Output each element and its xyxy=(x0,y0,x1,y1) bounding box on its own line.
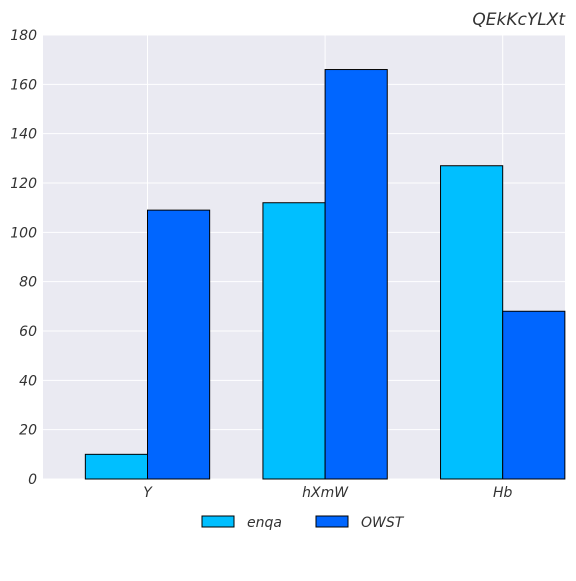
y-tick-label: 160 xyxy=(10,77,37,93)
legend-swatch-OWST xyxy=(315,515,349,528)
chart-title: QEkKcYLXt xyxy=(472,10,566,30)
y-tick-label: 180 xyxy=(10,28,37,44)
y-tick-label: 120 xyxy=(10,176,37,192)
x-tick-label: Hb xyxy=(493,485,513,501)
bars xyxy=(84,69,566,480)
y-axis-ticks: 0 20 40 60 80 100 120 140 160 180 xyxy=(10,28,37,488)
y-tick-label: 0 xyxy=(28,472,37,488)
x-tick-label: Y xyxy=(143,485,153,501)
legend: enqa OWST xyxy=(201,515,405,531)
y-tick-label: 40 xyxy=(19,373,37,389)
bar-OWST-Hb xyxy=(502,310,566,480)
bar-enqa-Y xyxy=(84,453,148,480)
legend-label-enqa: enqa xyxy=(247,515,282,531)
y-tick-label: 140 xyxy=(10,127,37,143)
y-tick-label: 100 xyxy=(10,225,37,241)
bar-enqa-Hb xyxy=(440,165,504,480)
bar-enqa-hXmW xyxy=(262,202,326,480)
bar-OWST-Y xyxy=(147,209,211,480)
y-tick-label: 60 xyxy=(19,324,37,340)
legend-swatch-enqa xyxy=(201,515,235,528)
x-tick-label: hXmW xyxy=(302,485,349,501)
legend-label-OWST: OWST xyxy=(361,515,405,531)
y-tick-label: 80 xyxy=(19,275,37,291)
y-tick-label: 20 xyxy=(19,423,37,439)
bar-OWST-hXmW xyxy=(324,69,388,480)
